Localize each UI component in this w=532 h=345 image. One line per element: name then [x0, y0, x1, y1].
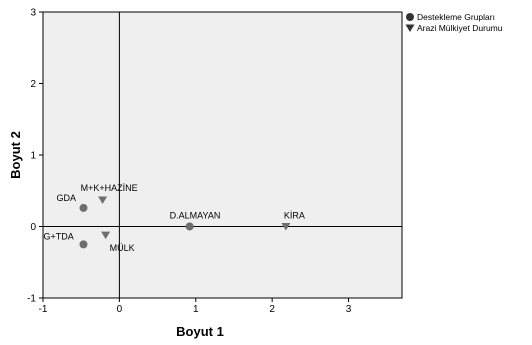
point-label: KİRA [284, 211, 305, 221]
data-point [79, 240, 88, 249]
data-point [98, 196, 108, 205]
legend-entry: Destekleme Grupları [417, 12, 495, 22]
legend-entry: Arazi Mülkiyet Durumu [417, 23, 503, 33]
marks-layer [79, 196, 291, 249]
y-tick-label: 3 [30, 8, 36, 19]
point-label: GDA [56, 193, 76, 203]
legend-marker [406, 13, 414, 21]
point-labels-layer: GDA G+TDA D.ALMAYAN M+K+HAZİNE MÜLK KİRA [43, 183, 304, 253]
y-tick-label: 1 [30, 151, 36, 162]
x-tick-label: 3 [346, 304, 352, 315]
y-tick-label: 0 [30, 222, 36, 233]
point-label: D.ALMAYAN [170, 211, 221, 221]
x-axis-title: Boyut 1 [176, 324, 224, 339]
data-point [185, 222, 194, 231]
point-label: M+K+HAZİNE [81, 183, 138, 193]
y-tick-label: 2 [30, 79, 36, 90]
y-tick-label: -1 [27, 294, 36, 305]
plot-area [42, 11, 403, 299]
tick-layer: -1 0 1 2 3 -1 0 1 2 3 [27, 8, 352, 316]
x-tick-label: 2 [269, 304, 275, 315]
x-tick-label: -1 [39, 304, 48, 315]
reference-lines [43, 12, 402, 298]
point-label: MÜLK [110, 243, 135, 253]
x-tick-label: 1 [193, 304, 199, 315]
y-axis-title: Boyut 2 [8, 131, 23, 179]
data-point [101, 231, 111, 240]
point-label: G+TDA [43, 231, 73, 241]
legend-marker [405, 24, 415, 32]
data-point [281, 223, 291, 231]
data-point [79, 203, 88, 212]
x-tick-label: 0 [117, 304, 123, 315]
